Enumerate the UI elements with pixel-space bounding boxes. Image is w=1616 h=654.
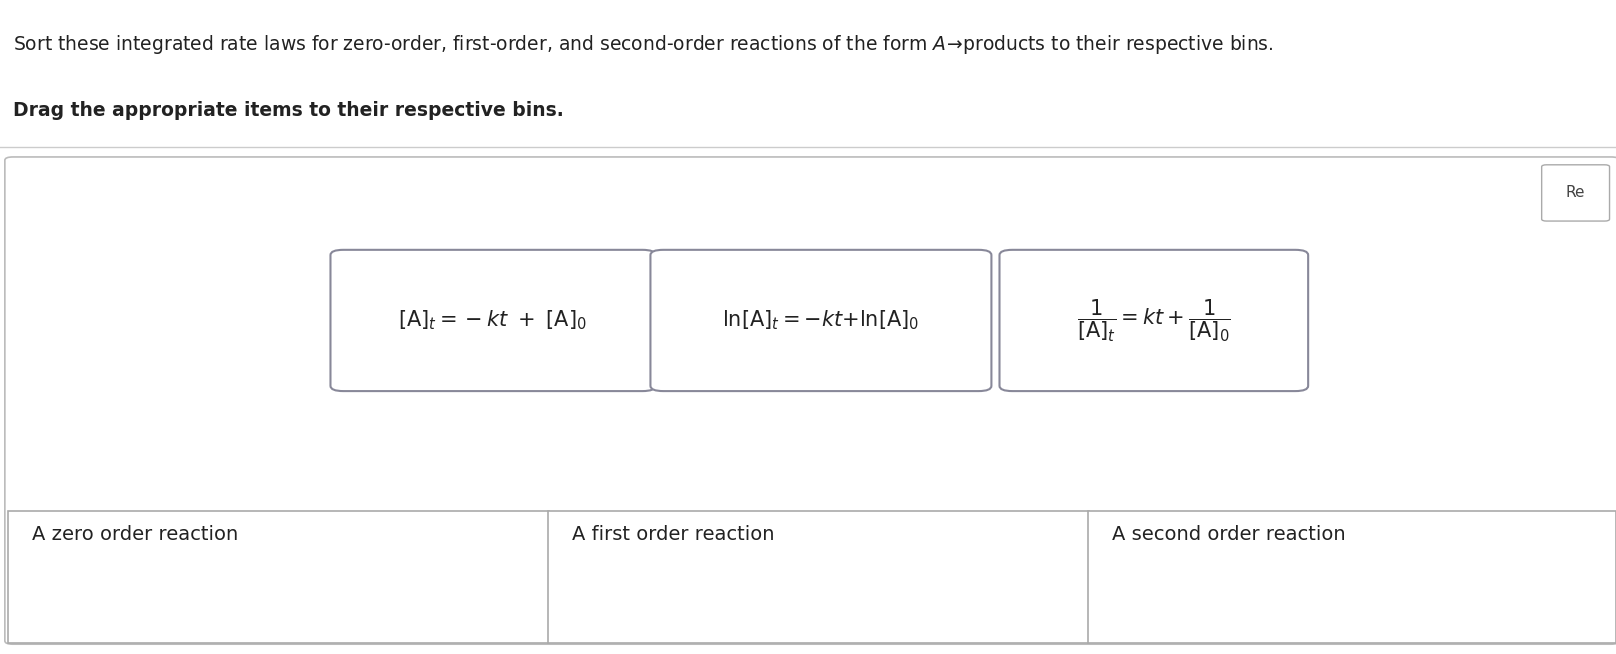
Text: A zero order reaction: A zero order reaction: [32, 525, 239, 544]
Text: A second order reaction: A second order reaction: [1112, 525, 1346, 544]
Text: Sort these integrated rate laws for zero-order, first-order, and second-order re: Sort these integrated rate laws for zero…: [13, 33, 1273, 56]
Text: $\ln[\mathrm{A}]_t = {-}kt{+}\ln[\mathrm{A}]_0$: $\ln[\mathrm{A}]_t = {-}kt{+}\ln[\mathrm…: [722, 309, 920, 332]
Text: $[\mathrm{A}]_t = -kt\ +\ [\mathrm{A}]_0$: $[\mathrm{A}]_t = -kt\ +\ [\mathrm{A}]_0…: [399, 309, 587, 332]
Text: Re: Re: [1566, 186, 1585, 200]
Text: A first order reaction: A first order reaction: [572, 525, 774, 544]
Text: Drag the appropriate items to their respective bins.: Drag the appropriate items to their resp…: [13, 101, 564, 120]
Text: $\dfrac{1}{[\mathrm{A}]_t} = kt + \dfrac{1}{[\mathrm{A}]_0}$: $\dfrac{1}{[\mathrm{A}]_t} = kt + \dfrac…: [1076, 298, 1231, 343]
